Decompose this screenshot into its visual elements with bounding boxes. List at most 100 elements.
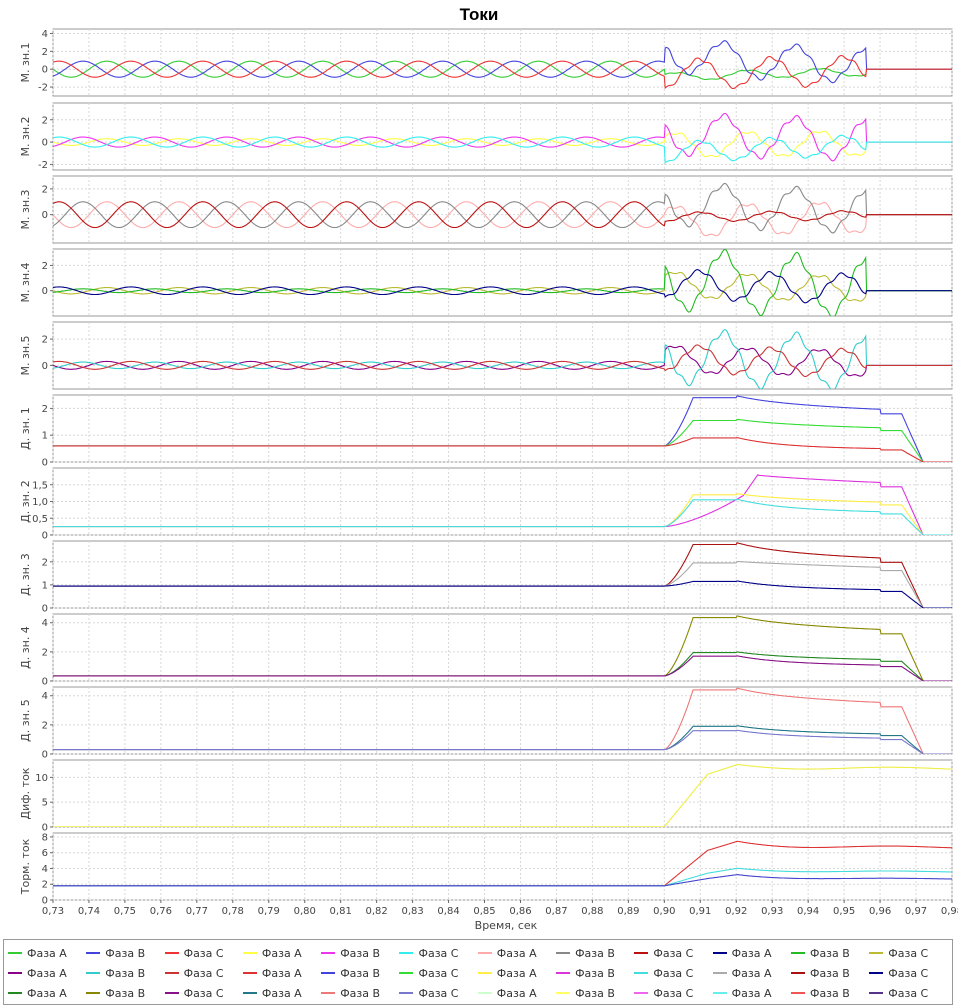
- legend-item: Фаза C: [634, 943, 712, 963]
- legend-swatch: [556, 952, 571, 954]
- legend-swatch: [477, 952, 492, 954]
- legend-swatch: [8, 992, 22, 994]
- legend-swatch: [242, 952, 257, 954]
- legend-item: Фаза C: [634, 963, 712, 983]
- y-tick-label: 0: [42, 531, 48, 542]
- legend-swatch: [869, 972, 884, 974]
- y-tick-label: 5: [42, 798, 48, 809]
- legend-item: Фаза C: [164, 943, 243, 963]
- legend-swatch: [164, 972, 179, 974]
- y-tick-label: 0: [42, 286, 48, 297]
- legend-label: Фаза A: [496, 966, 537, 980]
- panel-8: 0 1 2 Д. зн. 3: [19, 540, 953, 615]
- legend-label: Фаза B: [809, 986, 850, 1000]
- x-tick-label: 0,83: [401, 906, 423, 917]
- legend-item: Фаза B: [321, 963, 399, 983]
- x-tick-label: 0,78: [222, 906, 244, 917]
- x-tick-label: 0,95: [833, 906, 855, 917]
- legend-swatch: [634, 952, 649, 954]
- legend-label: Фаза C: [418, 986, 459, 1000]
- y-tick-label: 0: [42, 604, 48, 615]
- chart-title: Токи: [460, 5, 499, 24]
- legend-swatch: [634, 972, 649, 974]
- plot-area: [52, 175, 953, 244]
- legend-item: Фаза A: [8, 943, 86, 963]
- legend-swatch: [86, 992, 101, 994]
- panel-7: 0 0,5 1,0 1,5Д. зн. 2: [19, 467, 953, 542]
- legend-swatch: [790, 992, 805, 994]
- legend-item: Фаза A: [242, 943, 321, 963]
- panel-10: 0 2 4 Д. зн. 5: [19, 686, 953, 761]
- x-tick-label: 0,82: [366, 906, 388, 917]
- y-axis-label: Д. зн. 2: [19, 480, 32, 523]
- legend-swatch: [712, 952, 727, 954]
- y-tick-label: 2: [42, 47, 48, 58]
- y-axis-label: М. зн.2: [19, 116, 32, 156]
- series-line-10-3: [53, 729, 952, 754]
- legend-swatch: [164, 992, 179, 994]
- panel-3: 0 2 М. зн.3: [19, 175, 953, 244]
- plot-area: [52, 321, 953, 390]
- panel-6: 0 1 2 Д. зн. 1: [19, 394, 953, 469]
- legend-label: Фаза A: [496, 946, 537, 960]
- y-axis-label: Д. зн. 1: [19, 407, 32, 450]
- legend-swatch: [164, 952, 179, 954]
- legend-swatch: [790, 952, 805, 954]
- panel-9: 0 2 4 Д. зн. 4: [19, 613, 953, 688]
- legend-swatch: [321, 992, 336, 994]
- legend-item: Фаза B: [86, 963, 164, 983]
- plot-area: [52, 102, 953, 171]
- legend-item: Фаза A: [712, 943, 791, 963]
- legend-item: Фаза A: [477, 943, 556, 963]
- plot-area: [52, 613, 953, 682]
- x-tick-label: 0,93: [761, 906, 783, 917]
- legend-item: Фаза B: [790, 983, 869, 1003]
- legend-label: Фаза C: [653, 986, 694, 1000]
- panels: -2 0 2 4 М. зн.1 -2 0 2 М. зн.2 0 2 М. зн.3 0 2 М. зн.…: [19, 28, 953, 907]
- y-axis-label: Д. зн. 4: [19, 626, 32, 669]
- legend-swatch: [556, 992, 571, 994]
- legend-item: Фаза C: [634, 983, 712, 1003]
- x-tick-label: 0,94: [797, 906, 819, 917]
- plot-area: [52, 686, 953, 755]
- y-tick-label: 0: [42, 896, 48, 907]
- legend-label: Фаза B: [105, 966, 146, 980]
- series-line-1-3: [53, 54, 952, 90]
- legend-item: Фаза A: [8, 983, 86, 1003]
- x-tick-label: 0,84: [437, 906, 459, 917]
- legend-label: Фаза B: [105, 986, 146, 1000]
- y-tick-label: 2: [42, 880, 48, 891]
- y-axis-label: Д. зн. 5: [19, 699, 32, 742]
- series-line-11-1: [53, 763, 952, 827]
- panel-5: 0 2 М. зн.5: [19, 321, 953, 390]
- legend-label: Фаза A: [731, 986, 772, 1000]
- legend-swatch: [477, 972, 492, 974]
- legend-item: Фаза A: [712, 963, 791, 983]
- y-axis-label: М. зн.1: [19, 42, 32, 82]
- y-axis-label: Торм. ток: [19, 838, 32, 895]
- legend-label: Фаза C: [653, 946, 694, 960]
- legend-item: Фаза B: [556, 943, 634, 963]
- legend-swatch: [869, 952, 884, 954]
- y-tick-label: 2: [42, 647, 48, 658]
- legend-label: Фаза C: [888, 946, 929, 960]
- legend-label: Фаза A: [27, 986, 67, 1000]
- x-tick-label: 0,79: [258, 906, 280, 917]
- legend-label: Фаза A: [261, 986, 302, 1000]
- legend-label: Фаза B: [340, 946, 381, 960]
- panel-2: -2 0 2 М. зн.2: [19, 102, 953, 171]
- legend-label: Фаза C: [418, 946, 459, 960]
- series-line-4-1: [53, 271, 952, 302]
- legend-item: Фаза B: [556, 983, 634, 1003]
- x-tick-label: 0,77: [186, 906, 208, 917]
- legend-swatch: [321, 952, 336, 954]
- series-line-4-2: [53, 249, 952, 316]
- y-tick-label: -2: [38, 160, 48, 171]
- plot-area: [52, 248, 953, 317]
- legend: Фаза A Фаза B Фаза C Фаза A Фаза B Фаза C Фаза…: [3, 939, 953, 1005]
- legend-label: Фаза C: [183, 966, 224, 980]
- legend-label: Фаза B: [575, 946, 615, 960]
- y-tick-label: 2: [42, 184, 48, 195]
- x-tick-label: 0,98: [941, 906, 958, 917]
